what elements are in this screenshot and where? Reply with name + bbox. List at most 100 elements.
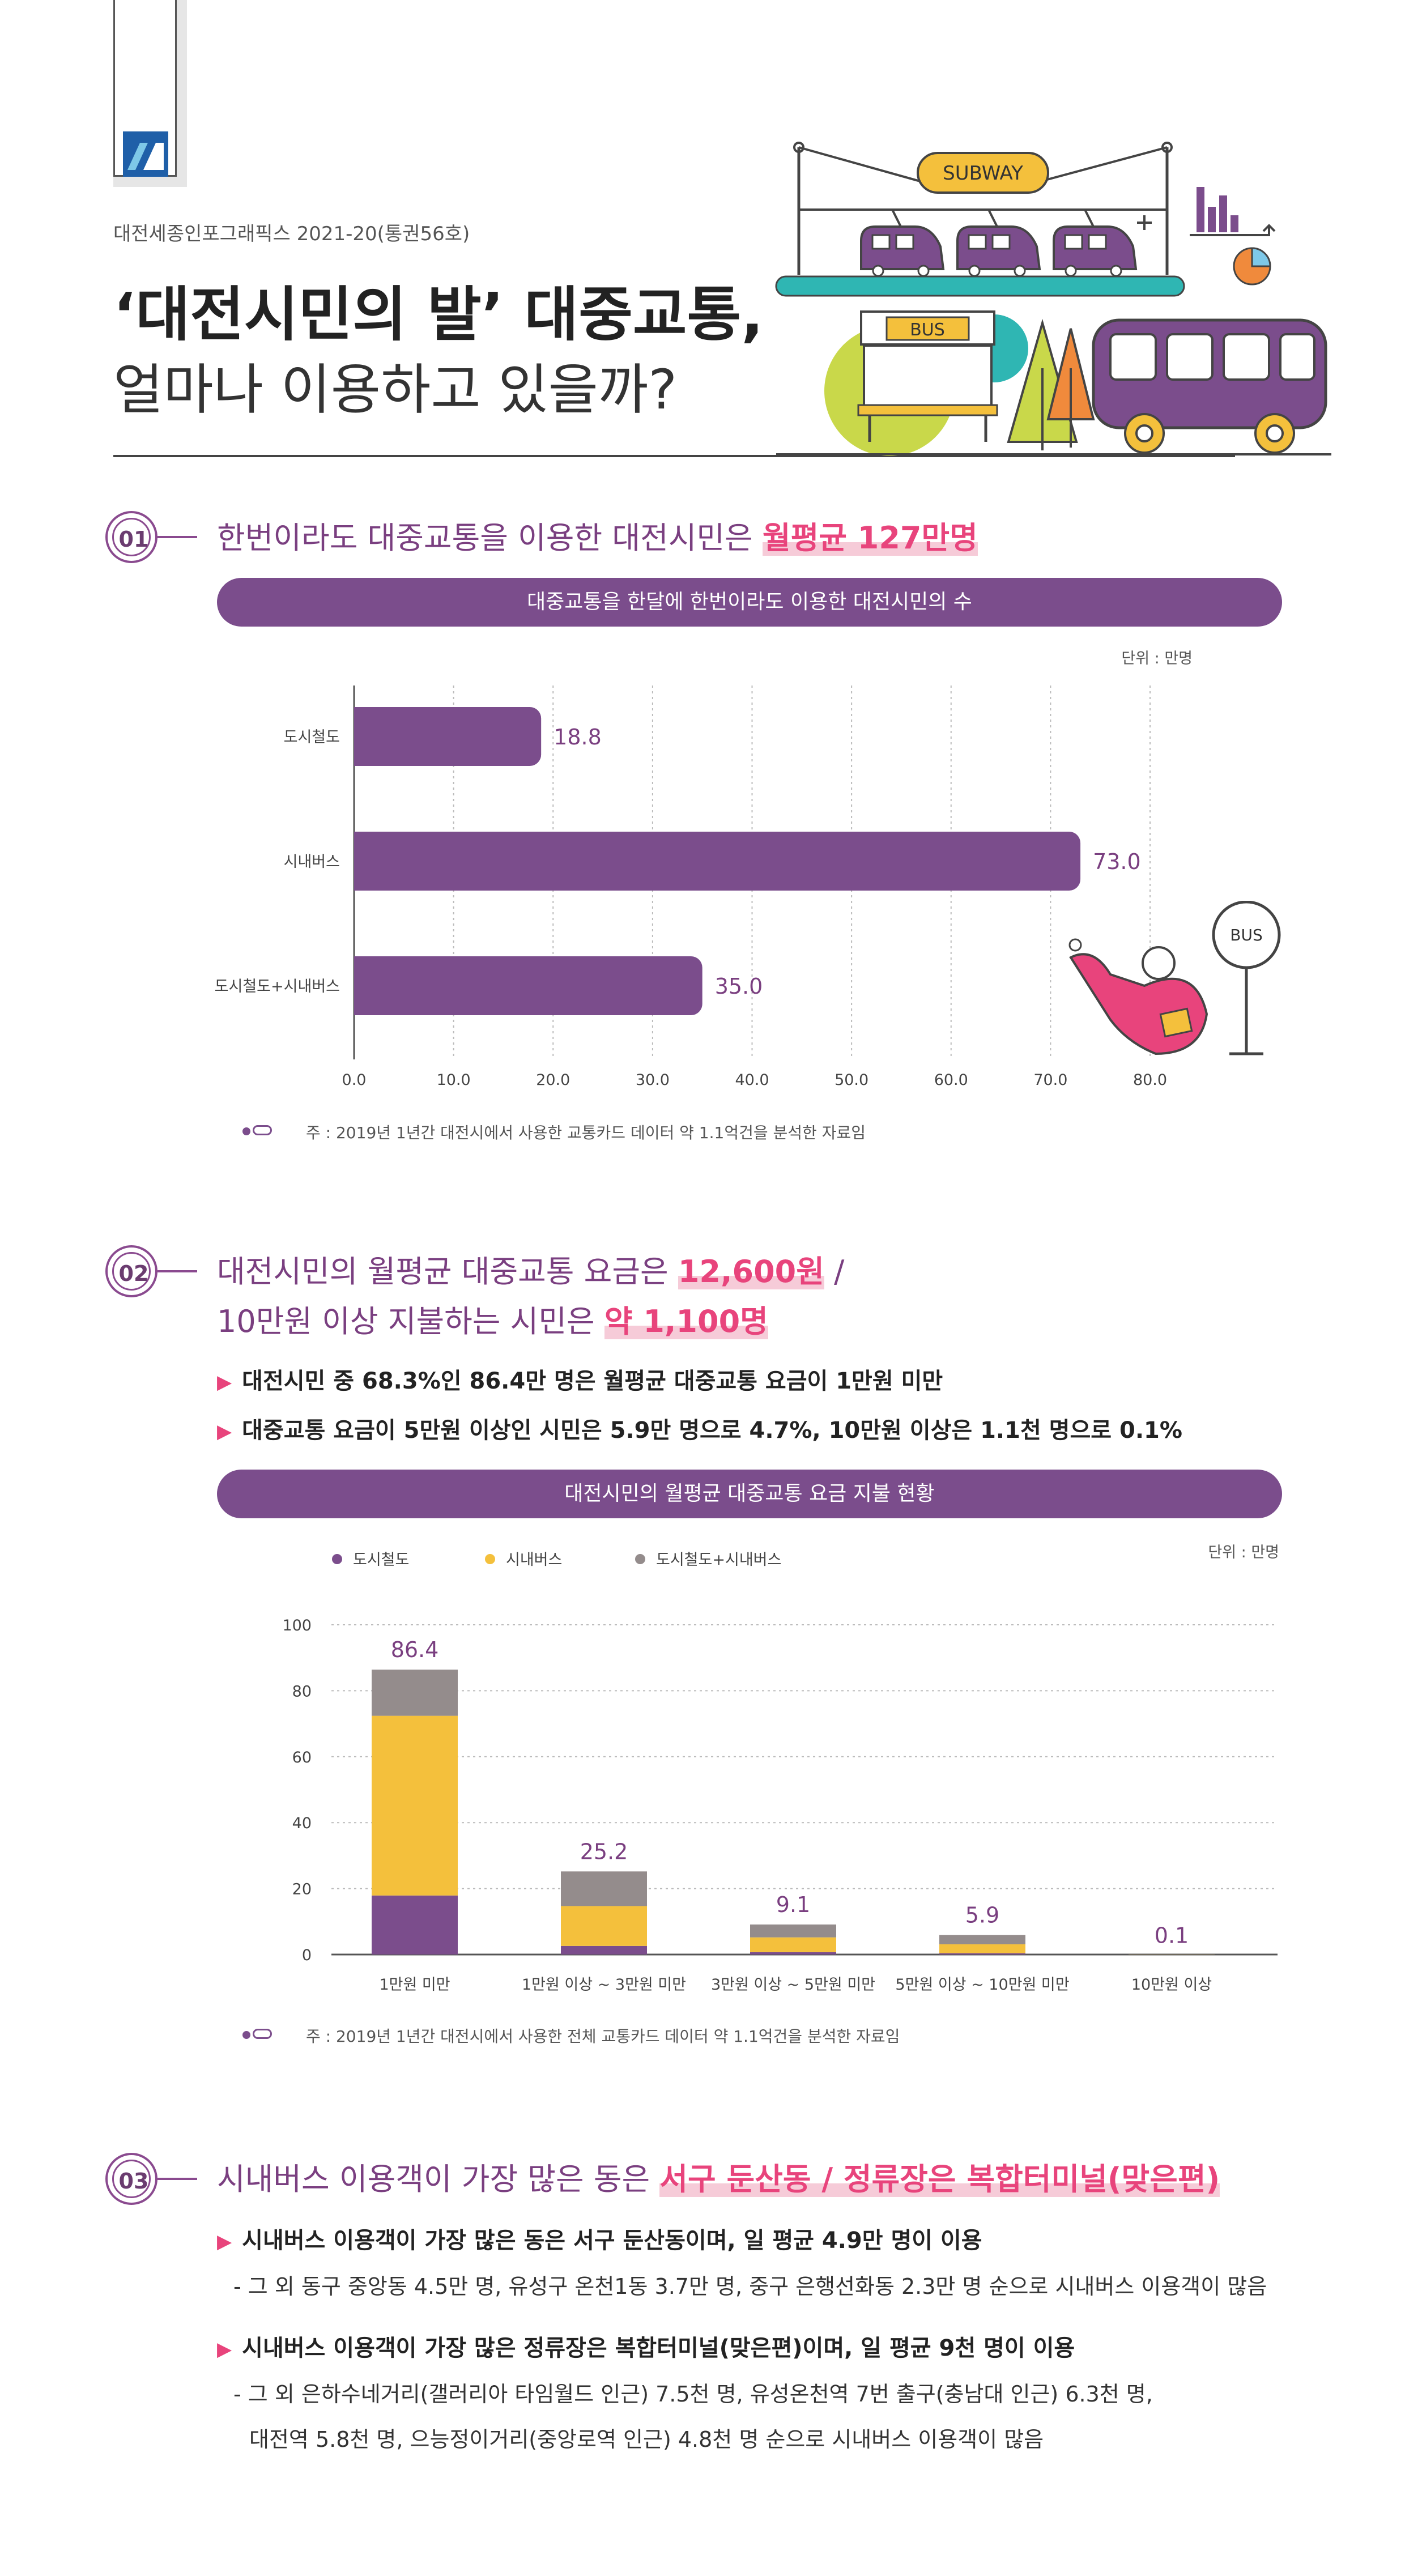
- chart2-category-label: 1만원 이상 ~ 3만원 미만: [522, 1976, 686, 1994]
- chart1-x-tick-label: 70.0: [1033, 1071, 1067, 1089]
- section3-bullet-1-text: 시내버스 이용객이 가장 많은 동은 서구 둔산동이며, 일 평균 4.9만 명…: [242, 2228, 982, 2254]
- chart2-note-icon: [242, 2028, 272, 2042]
- chart2-note: 주 : 2019년 1년간 대전시에서 사용한 전체 교통카드 데이터 약 1.…: [306, 2027, 900, 2046]
- chart2-unit: 단위 : 만명: [1208, 1544, 1279, 1561]
- section2-heading-line2-highlight: 약 1,100명: [604, 1304, 768, 1339]
- chart2-bar-segment: [372, 1895, 458, 1955]
- subway-sign-text: SUBWAY: [943, 162, 1023, 185]
- chart2-category-label: 1만원 미만: [379, 1976, 450, 1994]
- section1-heading-highlight: 월평균 127만명: [762, 520, 978, 556]
- header-divider: [113, 455, 1235, 457]
- chart2-stacked-bar: 도시철도 시내버스 도시철도+시내버스 0 20 40 60 80 100 86.4 1만원 미만 2…: [282, 1551, 1278, 1994]
- chart1-category-label: 도시철도: [284, 729, 340, 746]
- section3-sub-1: - 그 외 동구 중앙동 4.5만 명, 유성구 온천1동 3.7만 명, 중구…: [233, 2274, 1267, 2299]
- chart1-x-tick-label: 0.0: [342, 1071, 367, 1089]
- chart1-value-label: 18.8: [554, 725, 602, 750]
- bullet-triangle-icon: ▶: [217, 2338, 232, 2361]
- section3-sub-2-line1: - 그 외 은하수네거리(갤러리아 타임월드 인근) 7.5천 명, 유성온천역…: [233, 2382, 1153, 2407]
- chart2-legend-label: 시내버스: [506, 1551, 562, 1569]
- section2-heading-line1-highlight: 12,600원: [678, 1254, 824, 1289]
- chart2-y-tick-label: 0: [302, 1947, 312, 1964]
- section1-number-badge: 01: [105, 511, 157, 563]
- chart2-total-label: 25.2: [580, 1839, 628, 1864]
- section2-heading-line2: 10만원 이상 지불하는 시민은 약 1,100명: [217, 1296, 768, 1341]
- chart2-y-tick-label: 40: [292, 1815, 312, 1832]
- chart2-bar-segment: [939, 1935, 1025, 1944]
- chart2-y-tick-label: 100: [282, 1617, 312, 1634]
- section2-bullet-1: ▶ 대전시민 중 68.3%인 86.4만 명은 월평균 대중교통 요금이 1만원…: [217, 1362, 943, 1395]
- chart1-horizontal-bar: 0.0 10.0 20.0 30.0 40.0 50.0 60.0 70.0 80.0 도시철도 1…: [215, 685, 1167, 1089]
- chart2-bar-segment: [750, 1937, 836, 1952]
- section3-number-badge: 03: [105, 2153, 157, 2205]
- bus-sign-text: BUS: [910, 320, 945, 340]
- chart2-category-label: 10만원 이상: [1131, 1976, 1212, 1994]
- chart2-bar-segment: [561, 1906, 647, 1946]
- bullet-triangle-icon: ▶: [217, 1420, 232, 1443]
- section1-heading: 한번이라도 대중교통을 이용한 대전시민은 월평균 127만명: [217, 513, 978, 557]
- section2-heading-line1: 대전시민의 월평균 대중교통 요금은 12,600원 /: [217, 1246, 844, 1291]
- chart2-legend-label: 도시철도: [353, 1551, 409, 1569]
- section2-bullet-1-text: 대전시민 중 68.3%인 86.4만 명은 월평균 대중교통 요금이 1만원 …: [242, 1368, 943, 1394]
- section1-connector: [157, 536, 197, 538]
- section3-bullet-1: ▶ 시내버스 이용객이 가장 많은 동은 서구 둔산동이며, 일 평균 4.9만 …: [217, 2222, 982, 2255]
- section2-heading-line2-text: 10만원 이상 지불하는 시민은: [217, 1304, 604, 1339]
- section3-connector: [157, 2178, 197, 2180]
- chart1-bar: [354, 707, 542, 766]
- chart2-y-tick-label: 60: [292, 1749, 312, 1766]
- section3-heading-text: 시내버스 이용객이 가장 많은 동은: [217, 2161, 660, 2197]
- chart1-bar-base: [354, 832, 371, 891]
- chart1-bar-base: [354, 707, 371, 766]
- bullet-triangle-icon: ▶: [217, 2230, 232, 2253]
- chart2-bar-segment: [750, 1924, 836, 1938]
- chart2-legend-label: 도시철도+시내버스: [656, 1551, 781, 1569]
- chart2-bar-segment: [372, 1715, 458, 1896]
- chart1-x-tick-label: 50.0: [835, 1071, 868, 1089]
- section3-sub-2-line2: 대전역 5.8천 명, 으능정이거리(중앙로역 인근) 4.8천 명 순으로 시…: [249, 2427, 1044, 2452]
- chart1-x-tick-label: 60.0: [934, 1071, 968, 1089]
- page-title-line1: ‘대전시민의 발’ 대중교통,: [113, 280, 764, 349]
- section3-bullet-2-text: 시내버스 이용객이 가장 많은 정류장은 복합터미널(맞은편)이며, 일 평균 …: [242, 2335, 1075, 2361]
- section1-heading-text: 한번이라도 대중교통을 이용한 대전시민은: [217, 520, 763, 556]
- chart2-legend-swatch: [485, 1554, 495, 1564]
- chart2-bar-segment: [750, 1952, 836, 1955]
- section3-heading-highlight: 서구 둔산동 / 정류장은 복합터미널(맞은편): [659, 2161, 1220, 2197]
- chart1-unit: 단위 : 만명: [1121, 650, 1193, 667]
- chart2-bar-segment: [939, 1953, 1025, 1955]
- chart2-bar-segment: [561, 1945, 647, 1955]
- chart1-value-label: 73.0: [1093, 849, 1141, 874]
- chart1-bar: [354, 832, 1081, 891]
- section3-heading: 시내버스 이용객이 가장 많은 동은 서구 둔산동 / 정류장은 복합터미널(맞…: [217, 2154, 1220, 2199]
- chart1-bar: [354, 956, 702, 1015]
- chart1-bar-base: [354, 956, 371, 1015]
- section2-heading-line1-text: 대전시민의 월평균 대중교통 요금은: [217, 1254, 678, 1289]
- section2-number-badge: 02: [105, 1245, 157, 1297]
- chart2-total-label: 5.9: [965, 1903, 999, 1928]
- section2-heading-line1-post: /: [824, 1254, 845, 1289]
- person-at-bus-stop-illustration: BUS: [1068, 901, 1281, 1055]
- chart2-bar-segment: [561, 1871, 647, 1906]
- section3-bullet-2: ▶ 시내버스 이용객이 가장 많은 정류장은 복합터미널(맞은편)이며, 일 평균…: [217, 2330, 1075, 2362]
- section3-number: 03: [118, 2169, 149, 2194]
- chart1-category-label: 도시철도+시내버스: [215, 978, 340, 995]
- chart2-legend-swatch: [635, 1554, 645, 1564]
- page-title-line2: 얼마나 이용하고 있을까?: [113, 358, 678, 421]
- chart1-note-icon: [242, 1125, 272, 1138]
- chart2-category-label: 5만원 이상 ~ 10만원 미만: [895, 1976, 1069, 1994]
- chart1-x-tick-label: 40.0: [735, 1071, 769, 1089]
- chart2-total-label: 86.4: [391, 1637, 439, 1662]
- chart1-title: 대중교통을 한달에 한번이라도 이용한 대전시민의 수: [217, 578, 1282, 627]
- chart2-total-label: 9.1: [776, 1892, 810, 1917]
- chart2-bar-segment: [939, 1944, 1025, 1953]
- section2-bullet-2-text: 대중교통 요금이 5만원 이상인 시민은 5.9만 명으로 4.7%, 10만원…: [242, 1417, 1182, 1444]
- section2-number: 02: [118, 1261, 149, 1286]
- chart1-x-tick-label: 20.0: [536, 1071, 570, 1089]
- section2-connector: [157, 1270, 197, 1272]
- chart1-x-tick-label: 80.0: [1133, 1071, 1167, 1089]
- chart2-legend-swatch: [332, 1554, 342, 1564]
- section1-number: 01: [118, 527, 149, 552]
- chart1-x-tick-label: 30.0: [636, 1071, 670, 1089]
- chart1-category-label: 시내버스: [284, 853, 340, 871]
- chart1-value-label: 35.0: [715, 974, 763, 999]
- bus-stop-sign-text: BUS: [1230, 926, 1262, 944]
- chart2-y-tick-label: 20: [292, 1881, 312, 1898]
